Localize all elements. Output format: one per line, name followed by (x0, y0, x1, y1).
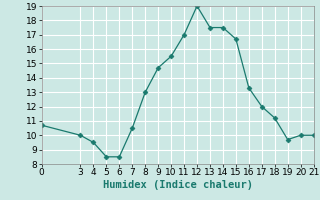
X-axis label: Humidex (Indice chaleur): Humidex (Indice chaleur) (103, 180, 252, 190)
